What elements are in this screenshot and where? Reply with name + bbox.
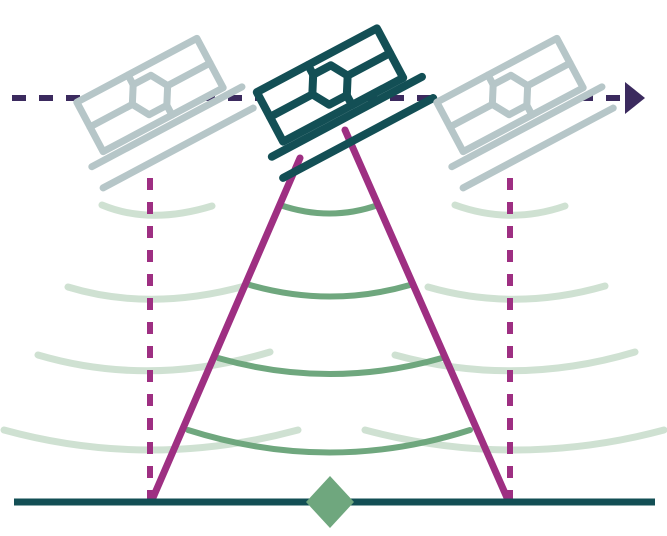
- pulse-arc: [247, 282, 413, 300]
- target-diamond-icon: [306, 476, 354, 528]
- pulse-arc: [361, 426, 667, 454]
- pulse-arc: [185, 427, 473, 456]
- pulse-arc: [215, 355, 445, 377]
- pulse-arc: [64, 282, 249, 303]
- flight-direction-arrow-icon: [625, 82, 645, 114]
- satellite-center-icon: [252, 24, 438, 182]
- pulse-arc: [98, 201, 216, 219]
- radar-pulses-center: [185, 202, 473, 456]
- satellite-right-icon: [433, 34, 617, 192]
- pulse-arc: [451, 201, 569, 219]
- beam-left-edge: [148, 154, 304, 504]
- satellite-left-icon: [73, 34, 257, 192]
- pulse-arc: [277, 202, 381, 217]
- beam-right-edge: [341, 126, 512, 504]
- radar-beam: [148, 126, 512, 504]
- radar-pulses-right: [361, 201, 667, 454]
- pulse-arc: [424, 282, 609, 303]
